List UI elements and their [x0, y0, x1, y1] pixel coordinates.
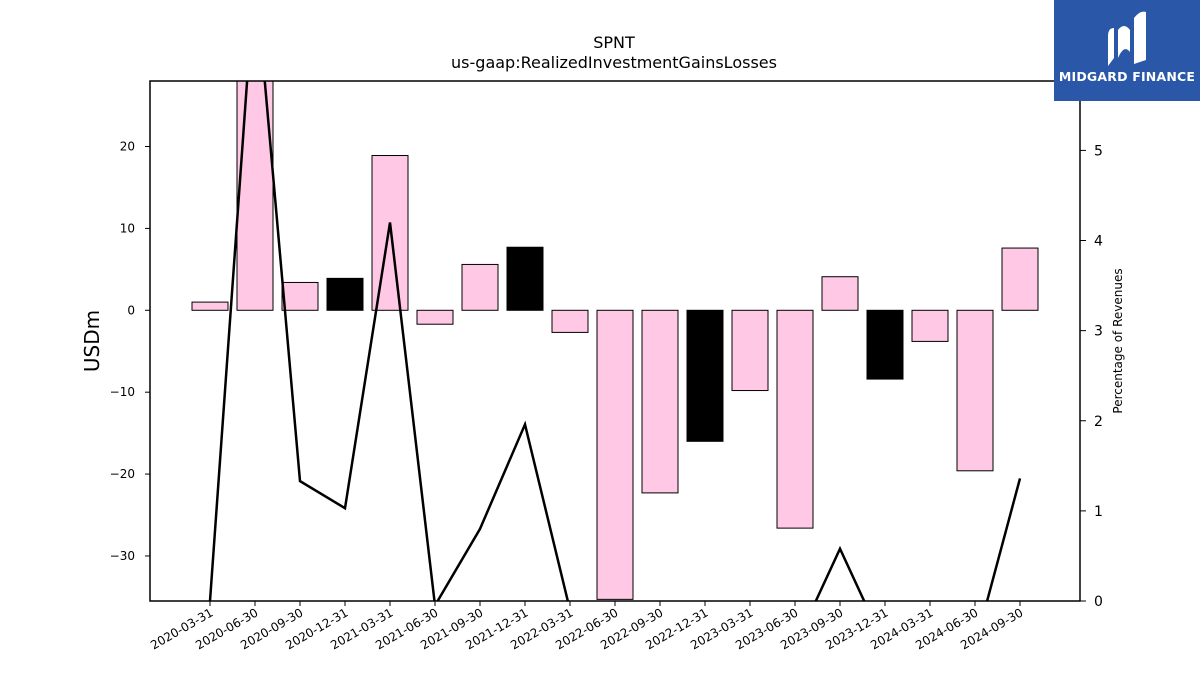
chart-subtitle: us-gaap:RealizedInvestmentGainsLosses: [451, 53, 777, 72]
bar-2023-03-31: [731, 309, 769, 392]
bar-2020-09-30: [281, 281, 319, 311]
bar-2022-03-31: [551, 309, 589, 333]
y2-tick-label: 2: [1094, 414, 1103, 430]
y-tick-label: −10: [110, 385, 135, 399]
y2-tick-label: 5: [1094, 143, 1103, 159]
percentage-line: [208, 81, 1022, 601]
y-tick-label: 0: [127, 303, 135, 317]
y2-tick-label: 3: [1094, 324, 1103, 340]
y2-axis-label: Percentage of Revenues: [1111, 268, 1125, 413]
bar-2022-06-30: [596, 309, 634, 600]
brand-logo: MIDGARD FINANCE: [1054, 0, 1200, 101]
logo-mark-icon: [1108, 11, 1146, 66]
chart-title: SPNT: [593, 33, 635, 52]
bar-2022-12-31: [686, 309, 724, 442]
logo-text: MIDGARD FINANCE: [1058, 69, 1196, 84]
y-tick-label: −20: [110, 467, 135, 481]
y-axis-label: USDm: [80, 310, 104, 372]
y-tick-label: 20: [120, 140, 135, 154]
y-tick-label: 10: [120, 221, 135, 235]
bar-2024-03-31: [911, 309, 949, 342]
bar-2024-06-30: [956, 309, 994, 472]
bar-2020-12-31: [326, 277, 364, 311]
bar-2021-09-30: [461, 263, 499, 311]
bar-2024-09-30: [1001, 247, 1039, 311]
bar-2023-09-30: [821, 276, 859, 311]
y-axis-left: 20 10 0 −10 −20 −30: [110, 140, 150, 563]
x-axis: 2020-03-312020-06-302020-09-302020-12-31…: [148, 601, 1026, 652]
bar-2020-03-31: [191, 301, 229, 311]
y2-tick-label: 4: [1094, 234, 1103, 250]
y2-tick-label: 0: [1094, 594, 1103, 610]
bar-2023-12-31: [866, 309, 904, 380]
bar-2023-06-30: [776, 309, 814, 529]
bar-2022-09-30: [641, 309, 679, 494]
bar-2021-06-30: [416, 309, 454, 325]
y2-tick-label: 1: [1094, 504, 1103, 520]
y-axis-right: 5 4 3 2 1 0: [1080, 143, 1103, 610]
y-tick-label: −30: [110, 549, 135, 563]
line-group: [208, 81, 1022, 601]
bars-group: [191, 80, 1039, 600]
bar-2021-12-31: [506, 246, 544, 311]
